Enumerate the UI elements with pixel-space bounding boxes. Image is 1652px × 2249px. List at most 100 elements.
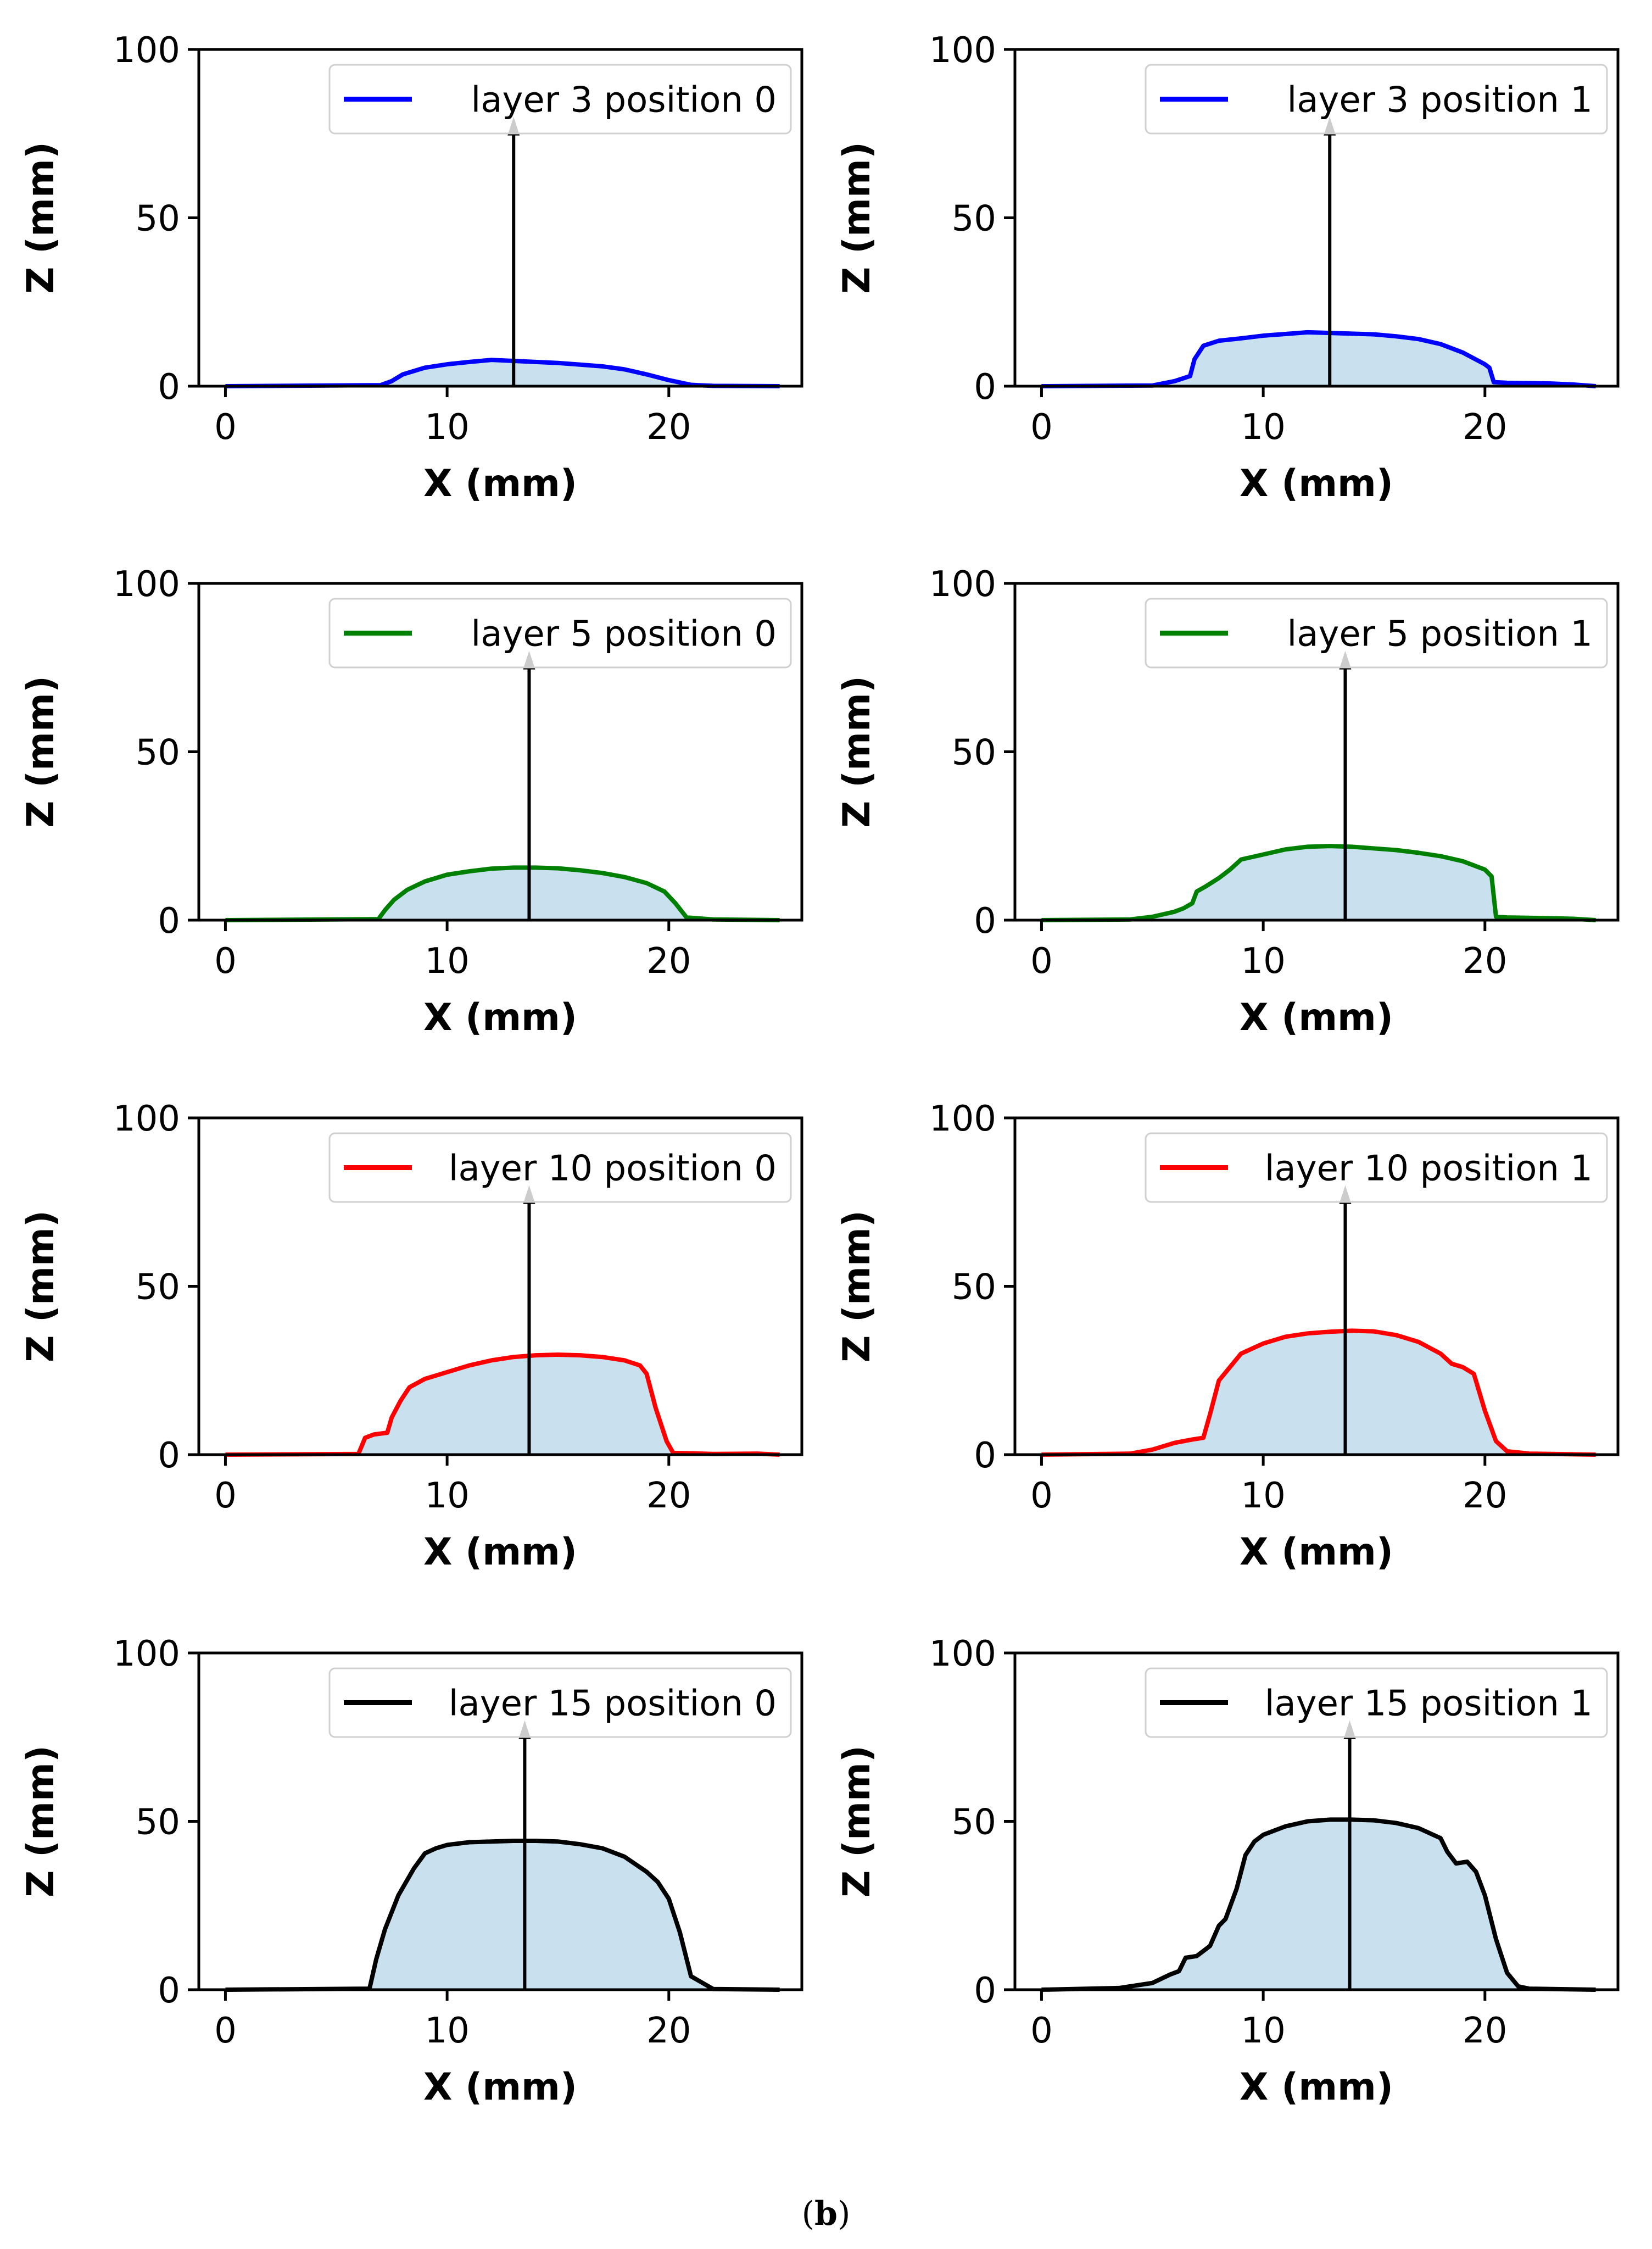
x-tick-label: 0 <box>214 1476 237 1516</box>
chart-panel: layer 10 position 0 0 10 20 0 50 100 X (mm) Z (m… <box>19 1099 803 1574</box>
y-tick-label: 0 <box>158 1970 180 2011</box>
legend-box <box>1145 1667 1608 1738</box>
y-tick-label: 50 <box>952 199 996 240</box>
y-tick-label: 0 <box>158 901 180 942</box>
x-tick-label: 20 <box>1463 2011 1507 2051</box>
y-tick-label: 100 <box>113 1634 180 1674</box>
legend-box <box>328 64 792 135</box>
legend-label: layer 10 position 0 <box>449 1149 777 1189</box>
y-axis-label: Z (mm) <box>835 142 879 294</box>
y-tick-label: 0 <box>974 1435 996 1476</box>
caption-close-paren: ) <box>837 2195 851 2233</box>
x-tick-label: 10 <box>425 941 469 982</box>
figure-caption: (b) <box>0 2195 1652 2233</box>
y-axis-label: Z (mm) <box>835 676 879 828</box>
legend-box <box>1145 1132 1608 1203</box>
y-tick-label: 100 <box>929 1634 996 1674</box>
series-line <box>1041 1817 1596 1992</box>
legend-box <box>1145 598 1608 669</box>
x-tick-label: 20 <box>646 941 691 982</box>
x-axis-label: X (mm) <box>423 996 577 1039</box>
legend-label: layer 5 position 0 <box>471 614 777 655</box>
x-axis-label: X (mm) <box>1240 1530 1393 1574</box>
area-fill <box>225 1841 780 1990</box>
legend-label: layer 15 position 1 <box>1265 1684 1593 1724</box>
x-tick-label: 0 <box>214 941 237 982</box>
chart-panel: layer 15 position 1 0 10 20 0 50 100 X (mm) Z (m… <box>835 1634 1620 2109</box>
caption-letter: b <box>814 2195 838 2233</box>
x-axis-label: X (mm) <box>1240 2066 1393 2109</box>
y-tick-label: 50 <box>136 1802 180 1843</box>
y-tick-label: 50 <box>136 733 180 773</box>
y-tick-label: 100 <box>113 1099 180 1139</box>
y-axis-label: Z (mm) <box>19 1745 63 1897</box>
y-tick-label: 0 <box>158 367 180 408</box>
x-tick-label: 0 <box>1030 1476 1053 1516</box>
legend-box <box>328 1132 792 1203</box>
legend-label: layer 15 position 0 <box>449 1684 777 1724</box>
x-tick-label: 0 <box>1030 941 1053 982</box>
y-tick-label: 0 <box>974 367 996 408</box>
series-line <box>1041 844 1596 922</box>
x-tick-label: 10 <box>1241 1476 1285 1516</box>
x-axis-label: X (mm) <box>423 1530 577 1574</box>
series-line <box>1041 1328 1596 1457</box>
caption-open-paren: ( <box>801 2195 815 2233</box>
y-axis-label: Z (mm) <box>835 1210 879 1362</box>
y-tick-label: 50 <box>136 199 180 240</box>
area-fill <box>225 867 780 920</box>
x-tick-label: 0 <box>214 407 237 448</box>
y-tick-label: 100 <box>929 1099 996 1139</box>
area-fill <box>225 1354 780 1455</box>
chart-panel: layer 3 position 0 0 10 20 0 50 100 X (mm) Z (mm… <box>19 30 803 505</box>
x-tick-label: 10 <box>1241 941 1285 982</box>
area-fill <box>1041 846 1596 920</box>
y-tick-label: 100 <box>113 30 180 71</box>
x-tick-label: 10 <box>425 2011 469 2051</box>
legend-box <box>1145 64 1608 135</box>
y-axis-label: Z (mm) <box>19 142 63 294</box>
x-tick-label: 0 <box>1030 2011 1053 2051</box>
chart-panel: layer 3 position 1 0 10 20 0 50 100 X (mm) Z (mm… <box>835 30 1620 505</box>
x-axis-label: X (mm) <box>423 2066 577 2109</box>
y-tick-label: 0 <box>158 1435 180 1476</box>
chart-panel: layer 10 position 1 0 10 20 0 50 100 X (mm) Z (m… <box>835 1099 1620 1574</box>
legend-label: layer 10 position 1 <box>1265 1149 1593 1189</box>
area-fill <box>225 360 780 386</box>
legend-label: layer 5 position 1 <box>1287 614 1593 655</box>
x-tick-label: 10 <box>425 407 469 448</box>
x-axis-label: X (mm) <box>1240 462 1393 505</box>
x-tick-label: 20 <box>646 1476 691 1516</box>
x-tick-label: 10 <box>1241 407 1285 448</box>
series-line <box>1041 330 1596 388</box>
legend-label: layer 3 position 1 <box>1287 80 1593 121</box>
y-tick-label: 100 <box>929 564 996 605</box>
y-axis-label: Z (mm) <box>19 1210 63 1362</box>
y-tick-label: 0 <box>974 1970 996 2011</box>
area-fill <box>1041 332 1596 386</box>
y-tick-label: 50 <box>952 733 996 773</box>
x-tick-label: 0 <box>1030 407 1053 448</box>
x-tick-label: 10 <box>1241 2011 1285 2051</box>
x-tick-label: 20 <box>646 407 691 448</box>
y-tick-label: 50 <box>136 1267 180 1308</box>
x-tick-label: 20 <box>1463 941 1507 982</box>
x-tick-label: 20 <box>646 2011 691 2051</box>
x-tick-label: 0 <box>214 2011 237 2051</box>
y-tick-label: 50 <box>952 1802 996 1843</box>
chart-panel: layer 15 position 0 0 10 20 0 50 100 X (mm) Z (m… <box>19 1634 803 2109</box>
series-line <box>225 1352 780 1457</box>
y-axis-label: Z (mm) <box>835 1745 879 1897</box>
legend-box <box>328 1667 792 1738</box>
series-line <box>225 358 780 388</box>
x-tick-label: 20 <box>1463 407 1507 448</box>
legend-box <box>328 598 792 669</box>
chart-panel: layer 5 position 0 0 10 20 0 50 100 X (mm) Z (mm… <box>19 564 803 1039</box>
y-tick-label: 100 <box>113 564 180 605</box>
y-tick-label: 100 <box>929 30 996 71</box>
x-axis-label: X (mm) <box>423 462 577 505</box>
chart-panel: layer 5 position 1 0 10 20 0 50 100 X (mm) Z (mm… <box>835 564 1620 1039</box>
x-axis-label: X (mm) <box>1240 996 1393 1039</box>
series-line <box>225 865 780 922</box>
